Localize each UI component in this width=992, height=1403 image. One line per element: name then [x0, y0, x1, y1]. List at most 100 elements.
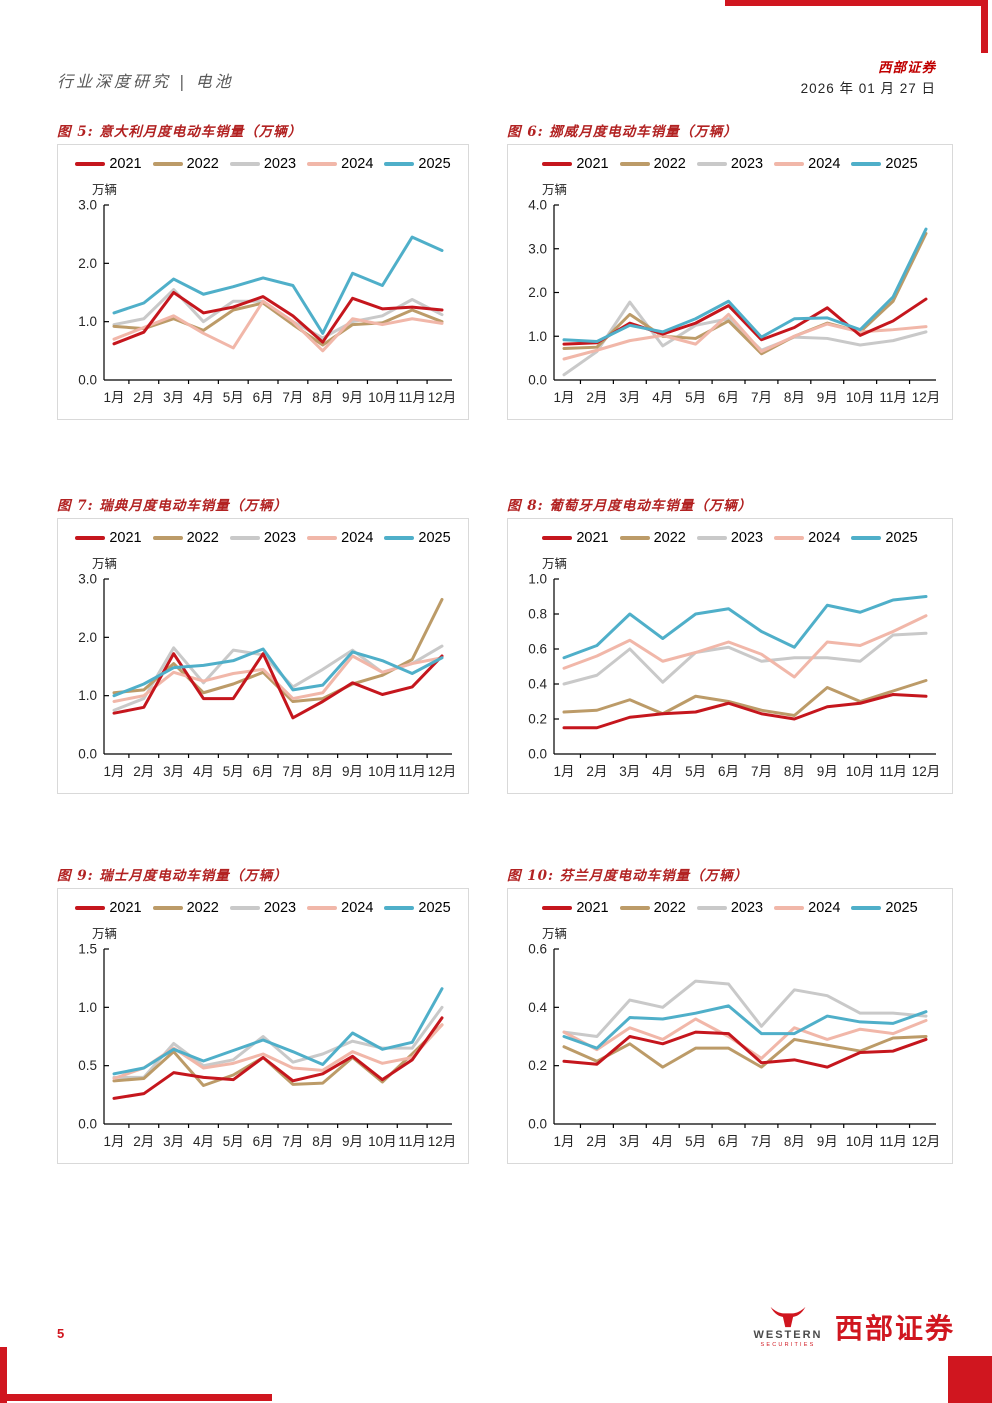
figure-title: 图 10: 芬兰月度电动车销量（万辆）	[507, 868, 749, 884]
svg-text:11月: 11月	[398, 764, 426, 779]
svg-text:1月: 1月	[103, 390, 124, 405]
legend-swatch	[619, 906, 650, 910]
svg-text:6月: 6月	[253, 1134, 274, 1149]
legend-swatch	[851, 162, 882, 166]
legend-swatch	[696, 906, 727, 910]
line-chart: 0.0 0.5 1.0 1.5 1月 2月 3月 4月 5月 6月 7月 8月 9月 10月 11月 12月	[78, 942, 457, 1150]
legend-swatch	[229, 536, 260, 540]
legend-item-2021: 2021	[542, 156, 609, 172]
legend-label: 2023	[263, 156, 297, 172]
svg-text:0.6: 0.6	[528, 642, 547, 657]
legend-swatch	[152, 536, 183, 540]
legend-item-2021: 2021	[542, 900, 609, 916]
svg-text:12月: 12月	[428, 1134, 457, 1149]
legend-label: 2022	[186, 900, 219, 916]
legend-swatch	[619, 536, 650, 540]
svg-text:12月: 12月	[428, 764, 457, 779]
svg-text:2月: 2月	[586, 764, 607, 779]
legend-item-2023: 2023	[696, 530, 764, 546]
legend-swatch	[619, 162, 650, 166]
svg-text:1月: 1月	[103, 1134, 124, 1149]
svg-text:1月: 1月	[553, 764, 574, 779]
header-brand-block: 西部证券 2026 年 01 月 27 日	[801, 58, 936, 100]
svg-text:9月: 9月	[342, 1134, 363, 1149]
legend-swatch	[542, 906, 573, 910]
series-line-2023	[112, 644, 444, 712]
svg-text:4月: 4月	[652, 764, 673, 779]
axis-unit-label: 万辆	[92, 556, 118, 571]
series-line-2025	[562, 227, 928, 343]
svg-text:2.0: 2.0	[78, 256, 97, 271]
legend-label: 2024	[808, 900, 841, 916]
axis-unit-label: 万辆	[92, 926, 118, 941]
svg-text:1.0: 1.0	[78, 314, 97, 329]
svg-text:2月: 2月	[133, 764, 154, 779]
legend-swatch	[229, 906, 260, 910]
legend-label: 2022	[653, 530, 686, 546]
legend-item-2022: 2022	[619, 900, 686, 916]
svg-text:1月: 1月	[553, 390, 574, 405]
figure-box: 2021 2022 2023 2024 2025 万辆 0.0 0.2 0.4 0.6 0.8 1…	[507, 518, 953, 794]
svg-text:9月: 9月	[817, 1134, 838, 1149]
figure-8: 图 8: 葡萄牙月度电动车销量（万辆） 2021 2022 2023 2024 2025…	[507, 494, 953, 794]
svg-text:2月: 2月	[133, 1134, 154, 1149]
svg-text:0.0: 0.0	[78, 373, 97, 388]
svg-text:7月: 7月	[282, 390, 303, 405]
svg-text:5月: 5月	[223, 764, 244, 779]
svg-text:4月: 4月	[193, 390, 214, 405]
svg-text:7月: 7月	[751, 390, 772, 405]
svg-text:3.0: 3.0	[528, 241, 547, 256]
series-line-2022	[112, 301, 444, 347]
legend-label: 2023	[263, 530, 297, 546]
svg-text:3.0: 3.0	[78, 198, 97, 213]
series-line-2025	[112, 235, 444, 335]
legend-item-2025: 2025	[851, 156, 918, 172]
legend-swatch	[75, 536, 106, 540]
logo-text-cn: 西部证券	[835, 1312, 956, 1345]
legend-label: 2021	[576, 156, 609, 172]
svg-text:5月: 5月	[685, 764, 706, 779]
legend-label: 2021	[576, 900, 609, 916]
legend-label: 2023	[730, 530, 764, 546]
svg-text:0.8: 0.8	[528, 607, 547, 622]
legend-swatch	[851, 906, 882, 910]
svg-text:0.4: 0.4	[528, 677, 547, 692]
series-line-2022	[562, 1035, 928, 1069]
legend-label: 2024	[341, 900, 374, 916]
svg-text:0.2: 0.2	[528, 1058, 547, 1073]
series-line-2025	[562, 1004, 928, 1050]
svg-text:8月: 8月	[312, 764, 333, 779]
chart-legend: 2021 2022 2023 2024 2025	[58, 527, 468, 549]
svg-text:8月: 8月	[784, 1134, 805, 1149]
legend-swatch	[696, 536, 727, 540]
svg-text:0.2: 0.2	[528, 712, 547, 727]
series-line-2021	[112, 291, 444, 346]
svg-text:2.0: 2.0	[528, 285, 547, 300]
series-line-2021	[112, 652, 444, 720]
legend-swatch	[307, 536, 338, 540]
svg-text:0.0: 0.0	[78, 1117, 97, 1132]
line-chart: 0.0 1.0 2.0 3.0 1月 2月 3月 4月 5月 6月 7月 8月 9月 10月 11月 12月	[78, 198, 456, 406]
axis-unit-label: 万辆	[92, 182, 118, 197]
logo-text-securities: SECURITIES	[760, 1342, 816, 1348]
svg-text:11月: 11月	[398, 390, 426, 405]
svg-text:3月: 3月	[619, 1134, 640, 1149]
axis-unit-label: 万辆	[542, 556, 568, 571]
series-line-2023	[562, 631, 928, 686]
report-section-title: 行业深度研究 | 电池	[57, 72, 234, 91]
legend-item-2023: 2023	[229, 156, 297, 172]
svg-text:6月: 6月	[253, 764, 274, 779]
legend-label: 2021	[576, 530, 609, 546]
svg-text:5月: 5月	[223, 1134, 244, 1149]
figure-5: 图 5: 意大利月度电动车销量（万辆） 2021 2022 2023 2024 2025…	[57, 120, 469, 420]
legend-item-2024: 2024	[774, 156, 840, 172]
svg-text:7月: 7月	[751, 1134, 772, 1149]
legend-item-2025: 2025	[384, 530, 451, 546]
corner-mark-bottom-left-vertical	[0, 1347, 7, 1403]
legend-label: 2023	[730, 900, 764, 916]
series-line-2024	[112, 299, 444, 353]
svg-text:9月: 9月	[817, 390, 838, 405]
figure-7: 图 7: 瑞典月度电动车销量（万辆） 2021 2022 2023 2024 2025 …	[57, 494, 469, 794]
legend-label: 2022	[653, 156, 686, 172]
